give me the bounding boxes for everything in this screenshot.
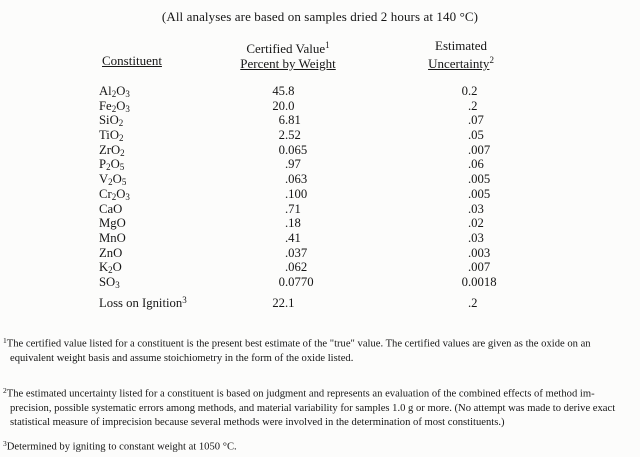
footnote-number: 2 <box>3 386 7 395</box>
table-row: ZnO .037 .003 <box>0 246 640 261</box>
certified-value-cell: 0.0770 <box>278 274 314 289</box>
uncertainty-cell: .03 <box>468 230 484 245</box>
table-row: MnO .41 .03 <box>0 231 640 246</box>
uncertainty-cell: .005 <box>468 172 491 187</box>
constituent-cell: SiO2 <box>99 113 124 129</box>
constituent-table-body: Al2O3 45.8 0.2 Fe2O3 20.0 .2 SiO2 6.81 .07 TiO2 2.… <box>0 84 640 290</box>
table-row: SO3 0.0770 0.0018 <box>0 275 640 290</box>
constituent-cell: CaO <box>99 201 123 216</box>
certified-value-cell: 45.8 <box>272 84 295 98</box>
uncertainty-cell: .05 <box>468 128 484 143</box>
constituent-cell: Al2O3 <box>99 84 130 99</box>
certified-value-cell: .41 <box>285 230 301 245</box>
footnote-estimated-uncertainty: 2The estimated uncertainty listed for a … <box>3 384 635 430</box>
constituent-cell: K2O <box>99 260 122 276</box>
footnote-line: 2The estimated uncertainty listed for a … <box>3 386 595 400</box>
footnote-number: 3 <box>3 439 7 448</box>
table-row: Cr2O3 .100 .005 <box>0 187 640 202</box>
table-row: Al2O3 45.8 0.2 <box>0 84 640 99</box>
constituent-cell: MnO <box>99 230 126 245</box>
col-header-constituent: Constituent <box>102 53 162 68</box>
constituent-cell: ZrO2 <box>99 142 125 158</box>
table-row: CaO .71 .03 <box>0 202 640 217</box>
footnote-line: 1The certified value listed for a consti… <box>3 336 591 350</box>
uncertainty-cell: 0.0018 <box>461 274 497 289</box>
uncertainty-cell: .03 <box>468 201 484 216</box>
certified-value-cell: .18 <box>285 216 301 231</box>
certified-value-cell: .063 <box>285 172 308 187</box>
footnote-2-marker: 2 <box>489 55 494 65</box>
uncertainty-cell: .2 <box>468 296 478 310</box>
footnote-line: statistical measure of imprecision becau… <box>10 416 505 428</box>
certified-value-cell: .97 <box>285 157 301 172</box>
table-row: P2O5 .97 .06 <box>0 157 640 172</box>
uncertainty-cell: .02 <box>468 216 484 231</box>
col-header-percent-by-weight: Percent by Weight <box>240 56 336 71</box>
footnote-line: equivalent weight basis and assume stoic… <box>10 352 354 364</box>
certified-value-cell: 22.1 <box>272 296 295 310</box>
uncertainty-cell: .005 <box>468 186 491 201</box>
certified-value-cell: 0.065 <box>278 142 308 157</box>
col-header-certified-value: Certified Value1 Percent by Weight <box>210 38 366 71</box>
footnote-certified-value: 1The certified value listed for a consti… <box>3 334 635 366</box>
constituent-cell: V2O5 <box>99 172 127 188</box>
table-row: MgO .18 .02 <box>0 216 640 231</box>
uncertainty-cell: .2 <box>468 98 478 113</box>
col-header-uncertainty: Estimated Uncertainty2 <box>428 38 494 71</box>
constituent-cell: SO3 <box>99 274 120 290</box>
table-row: V2O5 .063 .005 <box>0 172 640 187</box>
table-row: K2O .062 .007 <box>0 260 640 275</box>
constituent-cell: TiO2 <box>99 128 124 144</box>
constituent-cell: Fe2O3 <box>99 98 130 114</box>
table-row: Fe2O3 20.0 .2 <box>0 99 640 114</box>
footnote-line: precision, possible systematic errors am… <box>10 402 616 414</box>
drying-note: (All analyses are based on samples dried… <box>161 9 479 24</box>
constituent-cell: Cr2O3 <box>99 186 130 202</box>
certified-value-cell: .71 <box>285 201 301 216</box>
uncertainty-cell: .07 <box>468 113 484 128</box>
footnote-line: 3Determined by igniting to constant weig… <box>3 439 237 453</box>
footnote-1-marker: 1 <box>325 40 330 50</box>
uncertainty-cell: .003 <box>468 245 491 260</box>
table-row: SiO2 6.81 .07 <box>0 113 640 128</box>
constituent-cell: Loss on Ignition3 <box>99 295 187 311</box>
loss-on-ignition-row: Loss on Ignition3 22.1 .2 <box>0 296 640 312</box>
constituent-cell: P2O5 <box>99 157 125 173</box>
constituent-cell: ZnO <box>99 245 123 260</box>
certified-value-cell: 2.52 <box>278 128 301 143</box>
footnote-number: 1 <box>3 336 7 345</box>
certified-value-cell: .100 <box>285 186 308 201</box>
certified-value-cell: .062 <box>285 260 308 275</box>
certified-value-cell: .037 <box>285 245 308 260</box>
uncertainty-cell: 0.2 <box>461 84 478 98</box>
constituent-cell: MgO <box>99 216 126 231</box>
uncertainty-cell: .007 <box>468 260 491 275</box>
uncertainty-cell: .007 <box>468 142 491 157</box>
uncertainty-cell: .06 <box>468 157 484 172</box>
certified-value-cell: 20.0 <box>272 98 295 113</box>
table-row: ZrO2 0.065 .007 <box>0 143 640 158</box>
footnote-loss-on-ignition: 3Determined by igniting to constant weig… <box>3 437 635 455</box>
table-row: TiO2 2.52 .05 <box>0 128 640 143</box>
certified-value-cell: 6.81 <box>278 113 301 128</box>
